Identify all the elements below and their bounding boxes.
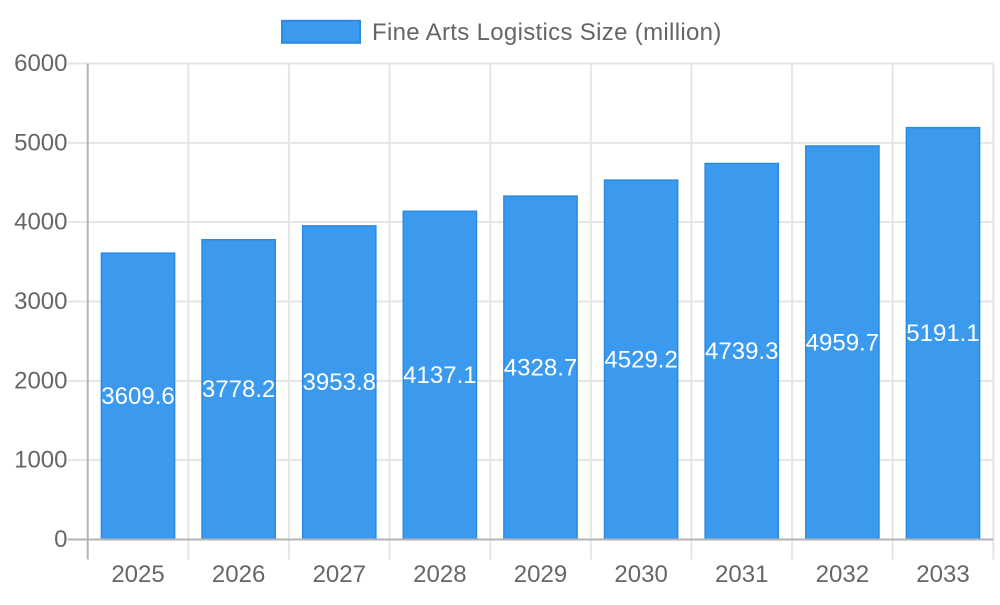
- svg-text:2030: 2030: [614, 561, 667, 588]
- svg-text:2025: 2025: [111, 561, 164, 588]
- svg-text:3953.8: 3953.8: [303, 369, 376, 396]
- svg-text:2027: 2027: [313, 561, 366, 588]
- svg-text:3000: 3000: [14, 288, 67, 315]
- svg-text:4529.2: 4529.2: [604, 346, 677, 373]
- svg-text:3609.6: 3609.6: [101, 383, 174, 410]
- svg-text:2033: 2033: [916, 561, 969, 588]
- svg-text:2031: 2031: [715, 561, 768, 588]
- svg-text:4739.3: 4739.3: [705, 338, 778, 365]
- svg-text:5000: 5000: [14, 129, 67, 156]
- svg-text:3778.2: 3778.2: [202, 376, 275, 403]
- svg-text:2000: 2000: [14, 367, 67, 394]
- svg-text:2028: 2028: [413, 561, 466, 588]
- svg-text:6000: 6000: [14, 50, 67, 77]
- svg-text:4000: 4000: [14, 209, 67, 236]
- svg-text:0: 0: [54, 526, 67, 553]
- svg-text:1000: 1000: [14, 447, 67, 474]
- svg-text:4959.7: 4959.7: [806, 329, 879, 356]
- svg-text:Fine Arts Logistics Size (mill: Fine Arts Logistics Size (million): [372, 19, 722, 46]
- svg-text:2026: 2026: [212, 561, 265, 588]
- svg-text:2032: 2032: [816, 561, 869, 588]
- svg-text:4137.1: 4137.1: [403, 362, 476, 389]
- svg-text:2029: 2029: [514, 561, 567, 588]
- svg-text:4328.7: 4328.7: [504, 354, 577, 381]
- svg-text:5191.1: 5191.1: [906, 320, 979, 347]
